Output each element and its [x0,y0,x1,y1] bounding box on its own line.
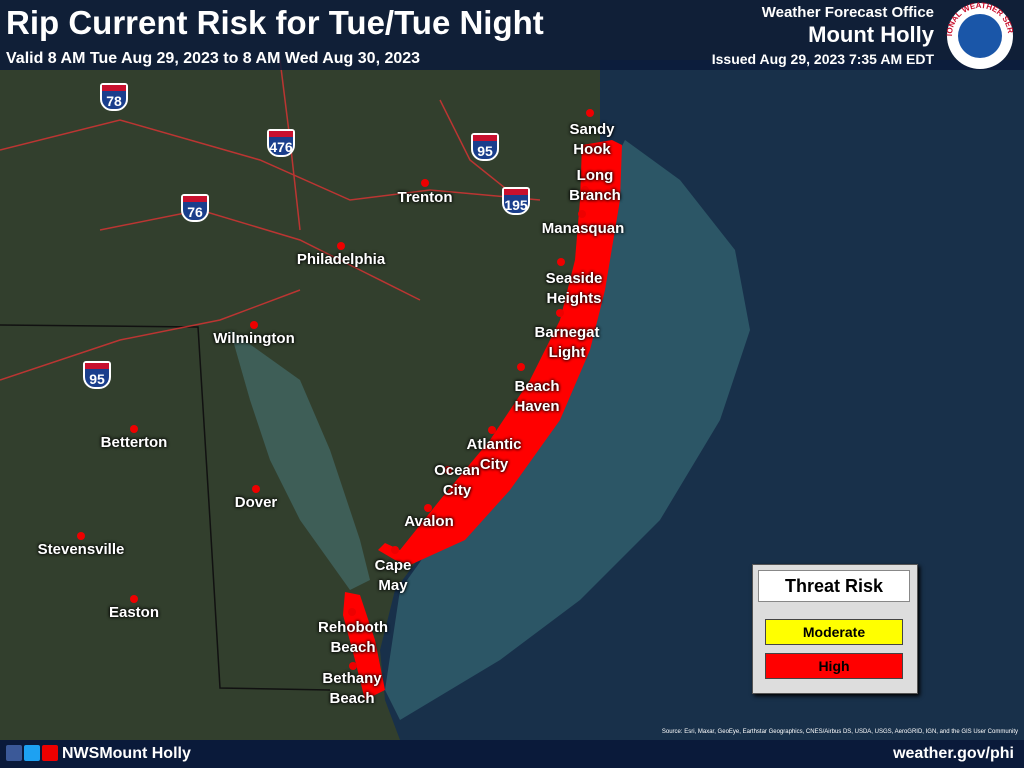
delaware-bay [230,330,370,590]
place-label: Atlantic City [466,436,522,473]
interstate-shield: 95 [471,133,499,161]
place-dot [348,608,356,616]
title: Rip Current Risk for Tue/Tue Night [6,4,544,41]
place-label: Sandy Hook [569,121,615,158]
place-dot [444,466,452,474]
place-label: Trenton [397,189,453,206]
place-label: Cape May [374,557,412,594]
place-label: Manasquan [541,220,625,237]
place-dot [581,186,589,194]
interstate-shield: 476 [267,129,295,157]
place-dot [424,504,432,512]
nws-logo-inner [958,14,1002,58]
place-label: Ocean City [434,462,480,499]
interstate-shield: 95 [83,361,111,389]
header-band [0,0,1024,70]
place-label: Easton [108,604,160,621]
place-dot [586,109,594,117]
legend-item: Moderate [765,619,903,645]
facebook-icon[interactable] [6,745,22,761]
youtube-icon[interactable] [42,745,58,761]
place-dot [556,309,564,317]
place-dot [391,546,399,554]
interstate-shield: 195 [502,187,530,215]
highways-lines [0,59,541,381]
place-label: Barnegat Light [534,324,600,361]
place-dot [250,321,258,329]
place-label: Wilmington [213,330,295,347]
place-dot [337,242,345,250]
place-label: Stevensville [37,541,125,558]
place-label: Rehoboth Beach [318,619,388,656]
twitter-icon[interactable] [24,745,40,761]
place-dot [252,485,260,493]
source: Source: Esri, Maxar, GeoEye, Earthstar G… [661,729,1018,735]
place-label: Betterton [100,434,168,451]
place-dot [488,426,496,434]
continental-shelf [385,140,750,720]
place-label: Philadelphia [296,251,386,268]
place-dot [517,363,525,371]
social-icons [6,745,58,761]
place-label: Seaside Heights [545,270,603,307]
legend-title: Threat Risk [758,570,910,602]
place-label: Long Branch [569,167,621,204]
interstate-shield: 78 [100,83,128,111]
place-label: Avalon [404,513,454,530]
legend-item: High [765,653,903,679]
place-dot [578,210,586,218]
issued: Issued Aug 29, 2023 7:35 AM EDT [711,51,934,67]
place-dot [557,258,565,266]
legend: Threat Risk Moderate High [752,564,918,694]
place-label: Bethany Beach [322,670,382,707]
interstate-shield: 76 [181,194,209,222]
state-border [0,324,331,691]
place-dot [130,425,138,433]
social-handle[interactable]: NWSMount Holly [62,745,191,762]
place-dot [77,532,85,540]
footer-band [0,740,1024,768]
place-label: Beach Haven [514,378,560,415]
office-name: Mount Holly [808,22,934,47]
footer-url[interactable]: weather.gov/phi [893,745,1014,762]
office-label: Weather Forecast Office [761,4,934,21]
high-risk-zone [378,140,622,565]
subtitle: Valid 8 AM Tue Aug 29, 2023 to 8 AM Wed … [6,50,421,67]
place-dot [130,595,138,603]
place-dot [421,179,429,187]
place-dot [349,662,357,670]
high-risk-zone [343,592,385,700]
place-label: Dover [234,494,278,511]
